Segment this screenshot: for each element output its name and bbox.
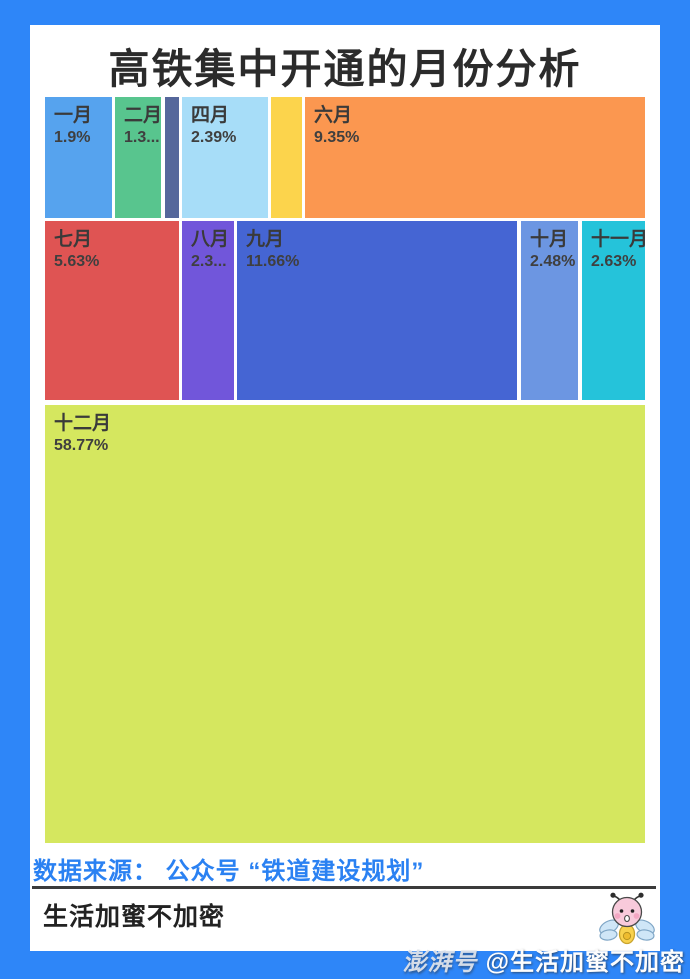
- cell-value-label: 9.35%: [314, 128, 360, 146]
- cell-value-label: 2.48%: [530, 252, 576, 270]
- cell-month-label: 七月: [54, 229, 93, 250]
- cell-value-label: 2.63%: [591, 252, 637, 270]
- treemap-cell-九月: 九月 11.66%: [237, 221, 517, 400]
- cell-value-label: 58.77%: [54, 436, 109, 454]
- treemap-cell-七月: 七月 5.63%: [45, 221, 179, 400]
- treemap-cell-十月: 十月 2.48%: [521, 221, 578, 400]
- cell-month-label: 一月: [54, 105, 93, 126]
- cell-value-label: 2.3...: [191, 252, 227, 270]
- cell-month-label: 四月: [191, 105, 230, 126]
- cell-month-label: 二月: [124, 105, 161, 126]
- brand-text: 生活加蜜不加密: [43, 903, 226, 931]
- cell-month-label: 十一月: [591, 229, 645, 250]
- cell-value-label: 1.3...: [124, 128, 160, 146]
- bee-mascot-icon: [599, 892, 655, 945]
- treemap-cell-十二月: 十二月 58.77%: [45, 405, 645, 843]
- cell-month-label: 八月: [191, 229, 230, 250]
- treemap-cell-四月: 四月 2.39%: [182, 97, 268, 218]
- treemap-chart: 一月 1.9% 二月 1.3... 四月 2.39% 六月 9.35% 七月 5.63% 八月 2.3…: [45, 97, 645, 843]
- treemap-cell-八月: 八月 2.3...: [182, 221, 234, 400]
- page-title: 高铁集中开通的月份分析: [108, 46, 582, 92]
- data-source-text: 数据来源： 公众号 “铁道建设规划”: [33, 858, 425, 885]
- cell-month-label: 六月: [314, 105, 353, 126]
- cell-value-label: 11.66%: [246, 252, 300, 270]
- pengpai-logo: 澎湃号: [401, 949, 482, 976]
- treemap-cell-month-3: [165, 97, 179, 218]
- treemap-cell-十一月: 十一月 2.63%: [582, 221, 645, 400]
- cell-month-label: 十二月: [54, 413, 112, 434]
- cell-value-label: 2.39%: [191, 128, 237, 146]
- cell-value-label: 5.63%: [54, 252, 100, 270]
- cell-month-label: 九月: [246, 229, 285, 250]
- footer-divider: [32, 886, 656, 889]
- cell-month-label: 十月: [530, 229, 569, 250]
- treemap-cell-六月: 六月 9.35%: [305, 97, 645, 218]
- treemap-cell-二月: 二月 1.3...: [115, 97, 161, 218]
- watermark: 澎湃号 @生活加蜜不加密: [401, 942, 685, 977]
- content-card: 高铁集中开通的月份分析 一月 1.9% 二月 1.3... 四月 2.39% 六月 9.35%…: [30, 25, 660, 951]
- treemap-cell-month-5: [271, 97, 302, 218]
- cell-value-label: 1.9%: [54, 128, 91, 146]
- watermark-handle: @生活加蜜不加密: [485, 949, 685, 976]
- treemap-cell-一月: 一月 1.9%: [45, 97, 112, 218]
